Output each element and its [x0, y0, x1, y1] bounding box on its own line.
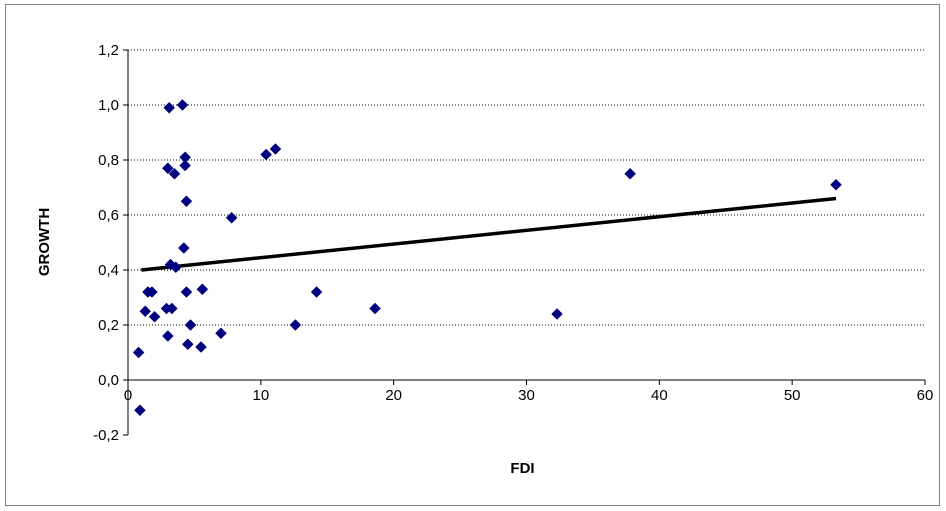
data-point	[551, 308, 563, 320]
data-point	[180, 286, 193, 298]
y-tick-label: 0,0	[98, 372, 119, 389]
y-tick-label: 1,2	[98, 42, 119, 59]
x-tick-label: 0	[124, 387, 132, 404]
data-point	[132, 346, 145, 359]
y-axis-title: GROWTH	[36, 208, 53, 276]
y-tick-label: -0,2	[93, 427, 119, 444]
data-point	[196, 283, 209, 296]
x-tick-label: 40	[651, 387, 668, 404]
data-point	[830, 178, 842, 191]
x-tick-labels: 0 10 20 30 40 50 60	[124, 387, 934, 404]
data-point	[148, 310, 161, 323]
data-point	[179, 159, 191, 172]
data-point	[181, 338, 194, 351]
data-points	[132, 99, 842, 417]
data-point	[177, 242, 190, 254]
trendline	[141, 196, 837, 272]
data-point	[169, 261, 182, 274]
data-point	[624, 167, 636, 180]
data-point	[269, 143, 282, 155]
x-tick-label: 10	[252, 387, 269, 404]
x-axis-title: FDI	[510, 460, 534, 477]
y-tick-labels: -0,2 0,0 0,2 0,4 0,6 0,8 1,0 1,2	[93, 42, 119, 444]
data-point	[369, 302, 381, 315]
data-point	[184, 319, 197, 331]
data-point	[146, 286, 158, 298]
x-tick-label: 30	[518, 387, 535, 404]
data-point	[139, 305, 152, 318]
data-point	[195, 341, 207, 353]
data-point	[260, 148, 273, 161]
y-tick-label: 0,4	[98, 262, 119, 279]
y-tick-label: 0,2	[98, 317, 119, 334]
y-tick-label: 0,8	[98, 152, 119, 169]
y-tick-label: 1,0	[98, 97, 119, 114]
data-point	[163, 101, 176, 114]
data-point	[225, 211, 238, 224]
x-tick-label: 20	[385, 387, 402, 404]
data-point	[176, 99, 189, 111]
data-point	[161, 162, 174, 175]
scatter-chart: -0,20,00,20,40,60,81,01,2 0 10 20 30 40 50 60 …	[36, 42, 934, 477]
chart-area: -0,2 0,0 0,2 0,4 0,6 0,8 1,0 1,2 0 10 20 30 40 50 60 …	[5, 4, 940, 506]
data-point	[168, 167, 181, 180]
data-point	[289, 319, 302, 331]
y-tick-label: 0,6	[98, 207, 119, 224]
data-point	[134, 404, 146, 417]
gridlines	[128, 49, 925, 381]
data-point	[180, 195, 193, 208]
x-tick-label: 50	[784, 387, 801, 404]
axes	[123, 49, 926, 436]
data-point	[161, 330, 174, 342]
data-point	[215, 327, 227, 340]
data-point	[310, 286, 323, 298]
x-tick-label: 60	[917, 387, 934, 404]
data-point	[165, 302, 178, 315]
